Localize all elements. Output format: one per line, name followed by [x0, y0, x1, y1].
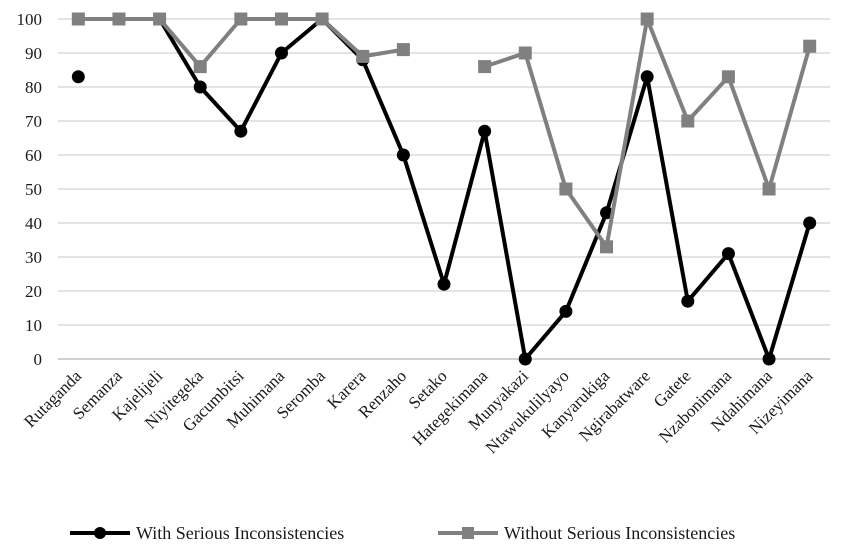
y-tick-label: 90 [25, 44, 42, 63]
y-tick-label: 40 [25, 214, 42, 233]
data-point [478, 124, 492, 138]
data-point [71, 12, 85, 26]
data-point [518, 46, 532, 60]
y-tick-label: 80 [25, 78, 42, 97]
y-tick-label: 70 [25, 112, 42, 131]
data-point [803, 216, 817, 230]
series-without [71, 12, 817, 254]
y-axis-tick-labels: 0 10 20 30 40 50 60 70 80 90 100 [17, 10, 43, 369]
data-point [274, 12, 288, 26]
y-tick-label: 20 [25, 282, 42, 301]
data-point [71, 70, 85, 84]
data-point [681, 114, 695, 128]
data-point [600, 240, 614, 254]
data-point [193, 60, 207, 74]
series-line [78, 17, 404, 69]
data-point [762, 182, 776, 196]
legend-item-with: With Serious Inconsistencies [70, 523, 344, 543]
y-tick-label: 50 [25, 180, 42, 199]
data-point [559, 304, 573, 318]
y-tick-label: 0 [34, 350, 43, 369]
x-axis-category-labels: RutagandaSemanzaKajelijeliNiyitegekaGacu… [20, 366, 817, 457]
data-point [315, 12, 329, 26]
data-point [193, 80, 207, 94]
legend: With Serious Inconsistencies Without Ser… [70, 523, 735, 543]
data-point [640, 12, 654, 26]
data-point [803, 39, 817, 53]
data-point [396, 43, 410, 57]
data-point [640, 70, 654, 84]
data-point [396, 148, 410, 162]
legend-marker-without [462, 527, 474, 539]
legend-marker-with [94, 527, 106, 539]
y-tick-label: 30 [25, 248, 42, 267]
data-point [600, 206, 614, 220]
data-point [274, 46, 288, 60]
legend-label-with: With Serious Inconsistencies [136, 523, 344, 543]
data-point [112, 12, 126, 26]
data-point [762, 352, 776, 366]
y-tick-label: 10 [25, 316, 42, 335]
y-tick-label: 60 [25, 146, 42, 165]
data-point [518, 352, 532, 366]
legend-item-without: Without Serious Inconsistencies [438, 523, 735, 543]
legend-label-without: Without Serious Inconsistencies [504, 523, 735, 543]
data-point [721, 247, 735, 261]
series-lines [71, 12, 817, 366]
grid-lines [58, 18, 830, 360]
data-point [681, 294, 695, 308]
data-point [153, 12, 167, 26]
data-point [234, 12, 248, 26]
data-point [721, 70, 735, 84]
data-point [234, 124, 248, 138]
x-category-label: Rutaganda [20, 366, 85, 431]
data-point [559, 182, 573, 196]
y-tick-label: 100 [17, 10, 43, 29]
data-point [356, 49, 370, 63]
data-point [437, 277, 451, 291]
data-point [478, 60, 492, 74]
